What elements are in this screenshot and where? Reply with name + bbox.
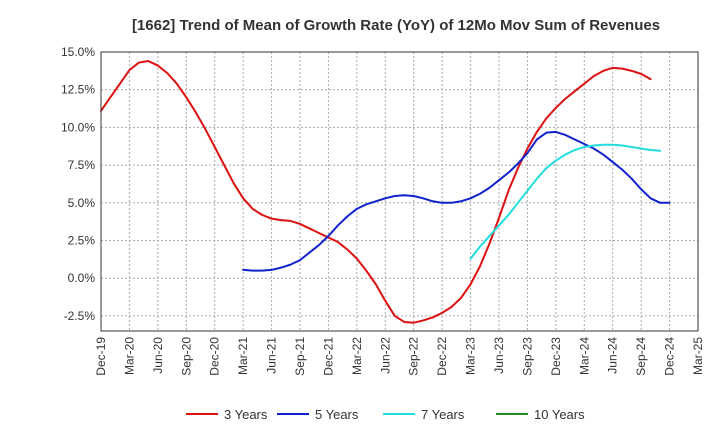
y-tick-label: 7.5% xyxy=(68,158,96,172)
y-tick-label: 10.0% xyxy=(61,120,95,134)
legend-item: 3 Years xyxy=(186,407,268,422)
y-tick-label: 2.5% xyxy=(68,234,96,248)
x-tick-label: Dec-22 xyxy=(435,337,449,376)
x-tick-label: Mar-20 xyxy=(122,337,136,375)
grid xyxy=(100,51,699,331)
x-tick-label: Sep-21 xyxy=(293,337,307,376)
x-tick-label: Jun-24 xyxy=(606,337,620,374)
x-tick-label: Dec-19 xyxy=(94,337,108,376)
y-tick-label: 5.0% xyxy=(68,196,96,210)
x-tick-label: Jun-20 xyxy=(151,337,165,374)
legend: 3 Years 5 Years 7 Years 10 Years xyxy=(186,407,585,422)
legend-label: 10 Years xyxy=(534,407,585,422)
x-tick-label: Mar-25 xyxy=(691,337,705,375)
x-tick-label: Mar-23 xyxy=(464,337,478,375)
x-tick-label: Mar-21 xyxy=(236,337,250,375)
x-tick-label: Sep-24 xyxy=(634,337,648,376)
y-tick-label: 0.0% xyxy=(68,271,96,285)
chart-title: [1662] Trend of Mean of Growth Rate (YoY… xyxy=(132,17,660,34)
series-line-7-years xyxy=(469,143,662,260)
y-tick-label: 12.5% xyxy=(61,83,95,97)
x-tick-label: Mar-22 xyxy=(350,337,364,375)
legend-label: 3 Years xyxy=(224,407,268,422)
x-tick-label: Sep-22 xyxy=(407,337,421,376)
series-line-5-years xyxy=(242,130,671,272)
legend-item: 7 Years xyxy=(383,407,465,422)
x-tick-label: Jun-22 xyxy=(378,337,392,374)
x-tick-label: Jun-21 xyxy=(265,337,279,374)
series-line-3-years xyxy=(100,60,652,324)
x-tick-label: Sep-20 xyxy=(179,337,193,376)
x-axis: Dec-19 Mar-20 Jun-20 Sep-20 Dec-20 Mar-21 Jun-… xyxy=(94,337,705,376)
x-tick-label: Mar-24 xyxy=(577,337,591,375)
x-tick-label: Dec-20 xyxy=(208,337,222,376)
series-group xyxy=(100,60,671,324)
legend-label: 5 Years xyxy=(315,407,359,422)
legend-item: 10 Years xyxy=(496,407,585,422)
x-tick-label: Dec-21 xyxy=(321,337,335,376)
x-tick-label: Sep-23 xyxy=(520,337,534,376)
x-tick-label: Jun-23 xyxy=(492,337,506,374)
y-tick-label: -2.5% xyxy=(64,309,96,323)
y-tick-label: 15.0% xyxy=(61,45,95,59)
plot-frame xyxy=(100,51,699,332)
x-tick-label: Dec-24 xyxy=(663,337,677,376)
legend-item: 5 Years xyxy=(277,407,359,422)
y-axis: -2.5% 0.0% 2.5% 5.0% 7.5% 10.0% 12.5% 15.0% xyxy=(61,45,95,323)
legend-label: 7 Years xyxy=(421,407,465,422)
x-tick-label: Dec-23 xyxy=(549,337,563,376)
